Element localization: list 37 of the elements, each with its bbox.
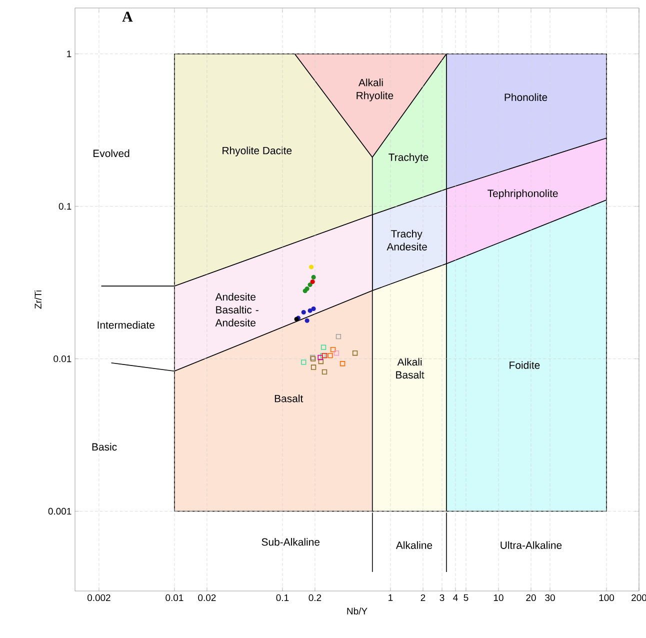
x-tick-label: 0.002: [87, 594, 110, 602]
y-axis-title: Zr/Ti: [34, 290, 42, 309]
annotation: Tephriphonolite: [488, 189, 558, 200]
x-axis-title: Nb/Y: [347, 608, 368, 615]
x-tick-label: 20: [526, 594, 536, 602]
annotation: Basic: [92, 442, 117, 451]
x-tick-label: 10: [494, 594, 504, 602]
annotation: Alkali Rhyolite: [356, 78, 394, 102]
x-tick-label: 0.02: [198, 594, 216, 602]
annotation: Ultra-Alkaline: [500, 541, 562, 549]
x-tick-label: 30: [545, 594, 555, 602]
annotation: Trachyte: [388, 153, 428, 164]
y-tick-label: 1: [67, 50, 72, 58]
annotation: Rhyolite Dacite: [222, 146, 292, 156]
x-tick-label: 0.2: [308, 594, 322, 602]
annotation: Alkaline: [396, 541, 432, 549]
x-tick-label: 1: [388, 594, 393, 601]
y-tick-label: 0.001: [48, 508, 72, 515]
annotation: Sub-Alkaline: [262, 538, 320, 546]
annotation: Intermediate: [98, 321, 154, 329]
x-tick-label: 4: [453, 594, 458, 601]
annotation: Trachy Andesite: [386, 230, 427, 250]
chart-title: A: [122, 12, 133, 22]
annotation: Basalt: [274, 394, 304, 402]
x-tick-label: 5: [464, 594, 468, 601]
annotation: Phonolite: [504, 93, 548, 102]
annotation: Alkali Basalt: [396, 358, 424, 379]
x-tick-label: 100: [599, 594, 614, 602]
annotation: Evolved: [94, 149, 130, 158]
annotation: Foidite: [510, 361, 540, 369]
x-tick-label: 0.01: [166, 594, 184, 602]
x-tick-label: 3: [440, 594, 444, 602]
x-tick-label: 0.1: [276, 594, 289, 602]
x-tick-label: 2: [420, 594, 426, 601]
y-tick-label: 0.01: [54, 355, 72, 362]
y-tick-label: 0.1: [58, 202, 72, 210]
annotation: Andesite Basaltic - Andesite: [215, 292, 258, 326]
